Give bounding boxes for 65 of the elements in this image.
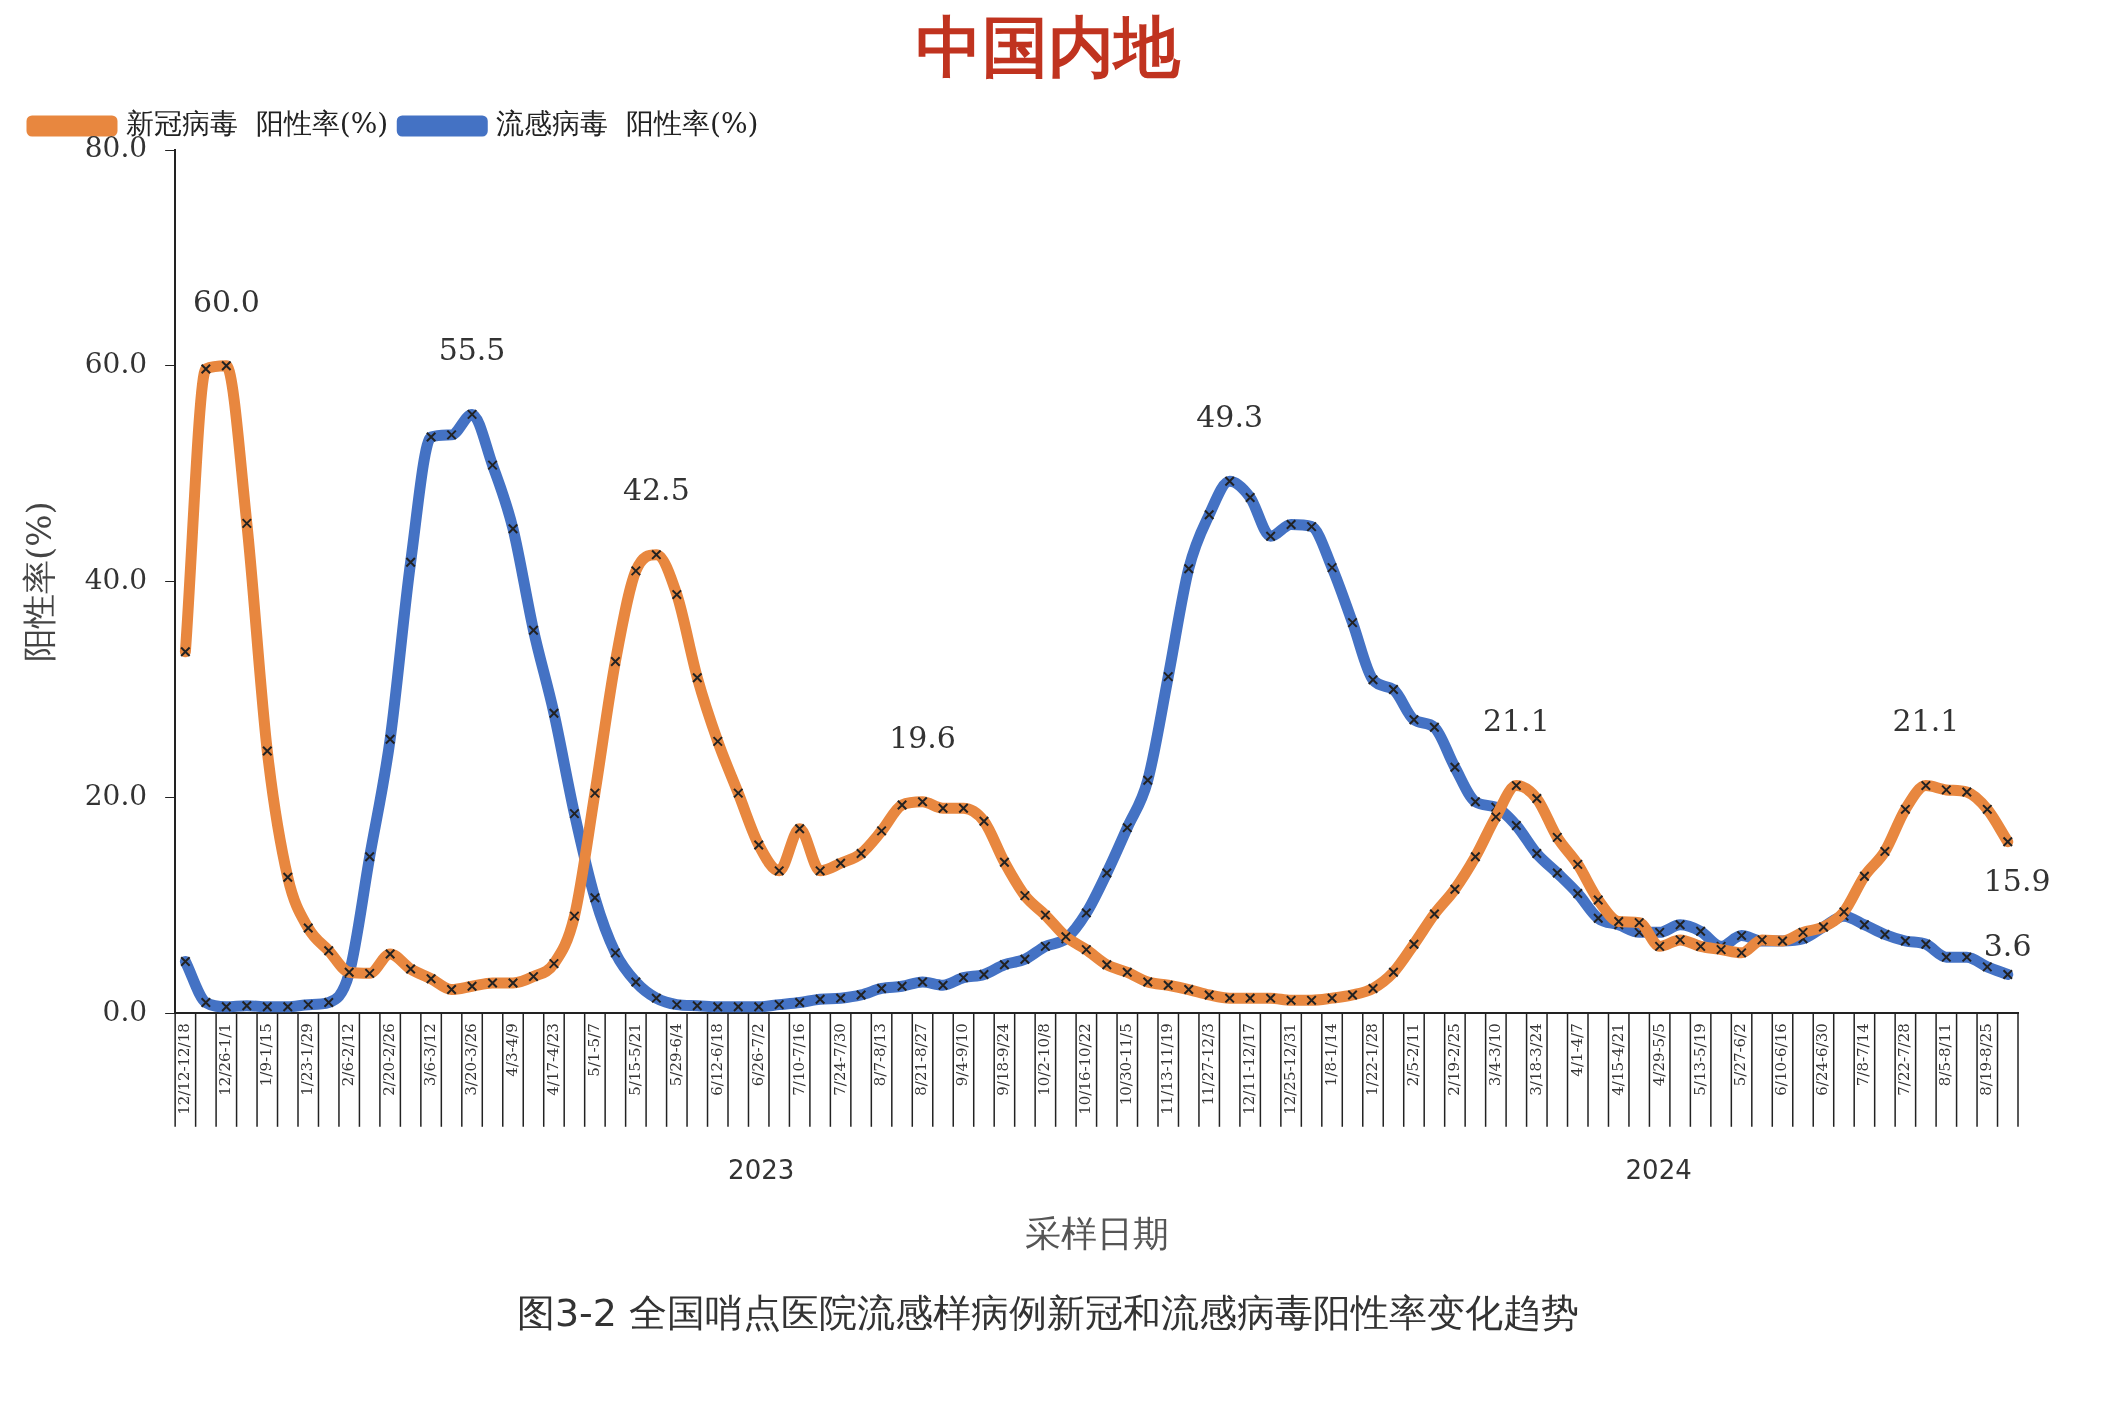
x-tick-label: 2/20-2/26	[380, 1023, 399, 1096]
x-tick-label: 12/11-12/17	[1240, 1023, 1259, 1115]
data-label: 60.0	[192, 283, 260, 319]
x-tick-label: 9/4-9/10	[953, 1023, 972, 1087]
data-label: 42.5	[622, 472, 690, 508]
x-tick-label: 7/24-7/30	[830, 1023, 849, 1096]
x-tick-label: 1/9-1/15	[257, 1023, 276, 1087]
x-tick-label: 2/19-2/25	[1444, 1023, 1463, 1096]
x-tick-label: 3/4-3/10	[1485, 1023, 1504, 1087]
x-tick-label: 8/7-8/13	[871, 1023, 890, 1087]
x-tick-label: 6/26-7/2	[748, 1023, 767, 1087]
x-axis-title: 采样日期	[1024, 1212, 1169, 1254]
x-tick-label: 1/23-1/29	[298, 1023, 317, 1096]
x-tick-label: 4/15-4/21	[1608, 1023, 1627, 1096]
x-tick-label: 12/26-1/1	[216, 1023, 235, 1096]
x-tick-label: 8/19-8/25	[1977, 1023, 1996, 1096]
text: 2023	[728, 1154, 795, 1185]
x-tick-label: 4/17-4/23	[543, 1023, 562, 1096]
x-tick-label: 5/13-5/19	[1690, 1023, 1709, 1096]
y-tick-label: 60.0	[84, 347, 148, 381]
x-tick-label: 12/12-12/18	[175, 1023, 194, 1115]
x-tick-label: 4/29-5/5	[1649, 1023, 1668, 1087]
x-tick-label: 10/30-11/5	[1117, 1023, 1136, 1106]
x-tick-label: 6/24-6/30	[1813, 1023, 1832, 1096]
x-tick-label: 5/1-5/7	[584, 1023, 603, 1077]
x-tick-label: 8/21-8/27	[912, 1023, 931, 1096]
x-tick-label: 5/29-6/4	[666, 1023, 685, 1087]
x-tick-label: 2/6-2/12	[339, 1023, 358, 1087]
text: 2024	[1625, 1154, 1692, 1185]
y-tick-label: 40.0	[84, 562, 148, 596]
data-label: 21.1	[1892, 703, 1960, 739]
y-axis-title: 阳性率(%)	[19, 501, 60, 663]
data-label: 15.9	[1983, 863, 2051, 899]
x-tick-label: 6/12-6/18	[707, 1023, 726, 1096]
x-tick-label: 3/18-3/24	[1526, 1023, 1545, 1096]
x-tick-label: 7/10-7/16	[789, 1023, 808, 1096]
x-tick-label: 11/13-11/19	[1158, 1023, 1177, 1115]
x-tick-label: 8/5-8/11	[1936, 1023, 1955, 1087]
data-label: 55.5	[438, 332, 506, 368]
y-tick-label: 0.0	[102, 994, 148, 1028]
data-label: 49.3	[1196, 399, 1264, 435]
data-label: 21.1	[1482, 703, 1550, 739]
x-tick-label: 2/5-2/11	[1403, 1023, 1422, 1087]
legend-label: 流感病毒 阳性率(%)	[496, 107, 759, 141]
x-tick-label: 9/18-9/24	[994, 1023, 1013, 1096]
caption: 图3-2 全国哨点医院流感样病例新冠和流感病毒阳性率变化趋势	[515, 1290, 1581, 1337]
y-tick-label: 20.0	[84, 778, 148, 812]
x-tick-label: 4/3-4/9	[502, 1023, 521, 1077]
x-tick-label: 7/22-7/28	[1895, 1023, 1914, 1096]
data-label: 19.6	[889, 719, 956, 755]
x-tick-label: 3/6-3/12	[420, 1023, 439, 1087]
x-tick-label: 3/20-3/26	[461, 1023, 480, 1096]
x-tick-label: 11/27-12/3	[1199, 1023, 1218, 1106]
chart-title: 中国内地	[915, 8, 1182, 88]
x-tick-label: 12/25-12/31	[1280, 1023, 1299, 1115]
x-tick-label: 7/8-7/14	[1854, 1023, 1873, 1087]
data-label: 3.6	[1983, 928, 2032, 964]
x-tick-label: 1/8-1/14	[1321, 1023, 1340, 1087]
x-tick-label: 10/2-10/8	[1035, 1023, 1054, 1096]
x-tick-label: 4/1-4/7	[1567, 1023, 1586, 1077]
x-tick-label: 6/10-6/16	[1772, 1023, 1791, 1096]
x-tick-label: 1/22-1/28	[1362, 1023, 1381, 1096]
x-tick-label: 10/16-10/22	[1076, 1023, 1095, 1115]
x-tick-label: 5/27-6/2	[1731, 1023, 1750, 1087]
x-tick-label: 5/15-5/21	[625, 1023, 644, 1096]
